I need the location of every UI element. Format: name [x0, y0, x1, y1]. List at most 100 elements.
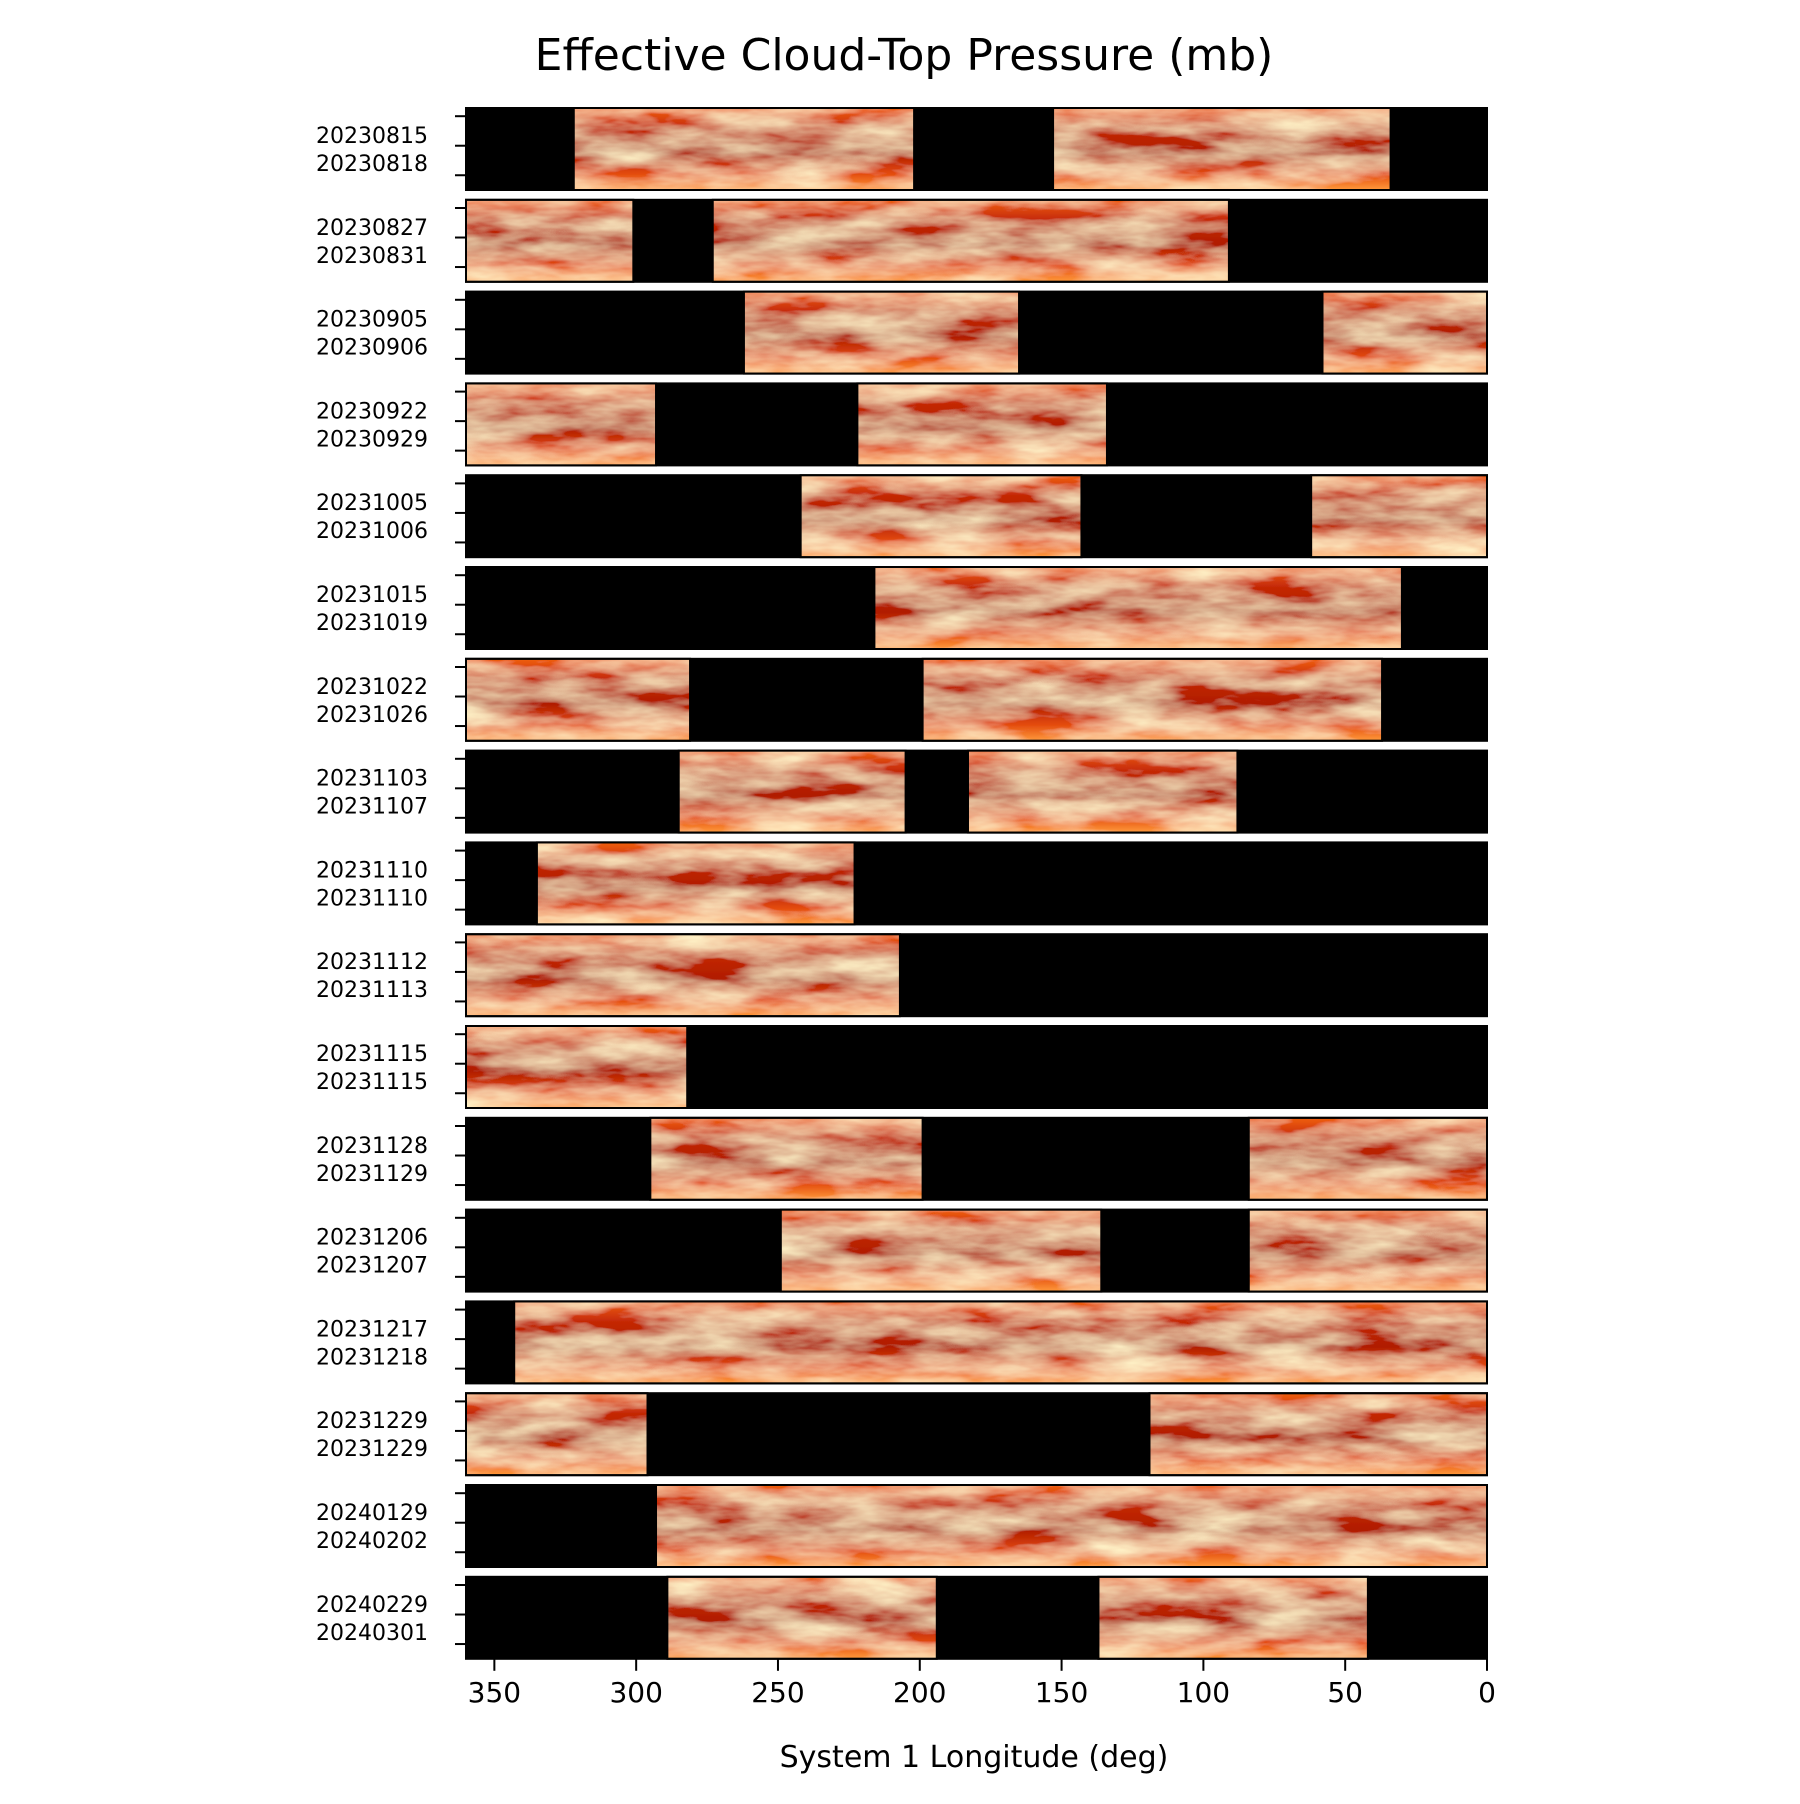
date-label: 20231218	[316, 1345, 428, 1370]
panel-frame	[465, 933, 1488, 1018]
coverage-segment	[666, 1575, 938, 1660]
date-panel: 20231217 20231218	[316, 1300, 1488, 1385]
date-panel: 20231103 20231107	[316, 749, 1488, 834]
coverage-segment	[535, 841, 856, 926]
date-panel: 20231229 20231229	[316, 1392, 1489, 1477]
date-panel: 20240129 20240202	[316, 1484, 1488, 1568]
panel-frame	[465, 1025, 1488, 1109]
date-label: 20230815	[316, 124, 428, 149]
date-label: 20231113	[316, 978, 428, 1003]
date-panel: 20231110 20231110	[316, 841, 1488, 926]
x-tick-label: 250	[751, 1676, 804, 1709]
panel-frame	[465, 1116, 1488, 1201]
date-panel: 20231112 20231113	[316, 933, 1488, 1018]
date-label: 20231103	[316, 767, 428, 792]
coverage-segment	[799, 474, 1083, 559]
date-label: 20230831	[316, 244, 428, 269]
date-panel: 20231015 20231019	[316, 566, 1488, 650]
date-label: 20231129	[316, 1162, 428, 1187]
date-label: 20231110	[316, 858, 428, 883]
panel-frame	[465, 474, 1488, 559]
coverage-segment	[779, 1208, 1103, 1293]
coverage-segment	[742, 290, 1021, 375]
coverage-segment	[655, 1484, 1488, 1568]
date-label: 20231229	[316, 1437, 428, 1462]
date-label: 20231019	[316, 611, 428, 636]
date-label: 20230929	[316, 427, 428, 452]
coverage-segment	[465, 198, 635, 283]
x-tick-label: 200	[893, 1676, 946, 1709]
panel-frame	[465, 1392, 1488, 1477]
date-label: 20231217	[316, 1317, 428, 1342]
date-label: 20231115	[316, 1042, 428, 1067]
date-label: 20240202	[316, 1529, 428, 1554]
date-panel: 20230922 20230929	[316, 382, 1488, 467]
coverage-segment	[513, 1300, 1488, 1385]
coverage-segment	[1052, 107, 1392, 191]
date-label: 20231128	[316, 1134, 428, 1159]
date-label: 20240129	[316, 1501, 428, 1526]
coverage-segment	[1148, 1392, 1489, 1477]
date-panel: 20231005 20231006	[316, 474, 1489, 559]
date-panel: 20230827 20230831	[316, 198, 1488, 283]
panel-frame	[465, 1575, 1488, 1660]
coverage-segment	[711, 198, 1230, 283]
coverage-segment	[1247, 1116, 1489, 1201]
coverage-segment	[1097, 1575, 1369, 1660]
x-tick-label: 50	[1327, 1676, 1363, 1709]
x-tick-label: 100	[1177, 1676, 1230, 1709]
x-tick-label: 0	[1478, 1676, 1496, 1709]
x-tick-label: 150	[1035, 1676, 1088, 1709]
date-panel: 20230905 20230906	[316, 290, 1489, 375]
coverage-segment	[966, 749, 1239, 834]
panel-frame	[465, 1208, 1488, 1293]
date-label: 20231110	[316, 886, 428, 911]
date-label: 20230906	[316, 336, 428, 361]
date-panel: 20231115 20231115	[316, 1025, 1488, 1109]
date-label: 20230818	[316, 152, 428, 177]
date-label: 20230922	[316, 399, 428, 424]
date-label: 20231107	[316, 795, 428, 820]
coverage-segment	[572, 107, 916, 191]
date-label: 20231229	[316, 1409, 428, 1434]
coverage-segment	[873, 566, 1403, 650]
date-label: 20231207	[316, 1254, 428, 1279]
date-label: 20231022	[316, 675, 428, 700]
date-label: 20240229	[316, 1593, 428, 1618]
panel-frame	[465, 657, 1488, 742]
coverage-segment	[465, 933, 901, 1018]
coverage-segment	[921, 657, 1384, 742]
panel-frame	[465, 382, 1488, 467]
panel-frame	[465, 749, 1488, 834]
coverage-segment	[465, 1025, 689, 1109]
coverage-segment	[465, 382, 658, 467]
date-label: 20231006	[316, 519, 428, 544]
date-label: 20230827	[316, 216, 428, 241]
date-panel: 20231128 20231129	[316, 1116, 1489, 1201]
date-label: 20231026	[316, 703, 428, 728]
date-panel: 20240229 20240301	[316, 1575, 1488, 1660]
x-axis: 350 300 250 200 150 100 50 0	[468, 1658, 1496, 1709]
date-label: 20231015	[316, 583, 428, 608]
date-label: 20231115	[316, 1070, 428, 1095]
x-axis-label: System 1 Longitude (deg)	[780, 1740, 1169, 1775]
coverage-segment	[677, 749, 907, 834]
date-label: 20231206	[316, 1226, 428, 1251]
panel-frame	[465, 1300, 1488, 1385]
chart-title: Effective Cloud-Top Pressure (mb)	[535, 30, 1274, 81]
coverage-segment	[856, 382, 1108, 467]
date-panel: 20231022 20231026	[316, 657, 1488, 742]
date-panel: 20231206 20231207	[316, 1208, 1489, 1293]
panel-frame	[465, 290, 1488, 375]
panel-frame	[465, 107, 1488, 191]
x-tick-label: 350	[468, 1676, 521, 1709]
panel-frame	[465, 566, 1488, 650]
date-label: 20240301	[316, 1621, 428, 1646]
panels-layer: 20230815 20230818 20230827 20230831 20230905…	[316, 107, 1489, 1660]
coverage-segment	[465, 1392, 649, 1477]
panel-frame	[465, 198, 1488, 283]
panel-frame	[465, 1484, 1488, 1568]
date-panel: 20230815 20230818	[316, 107, 1488, 191]
